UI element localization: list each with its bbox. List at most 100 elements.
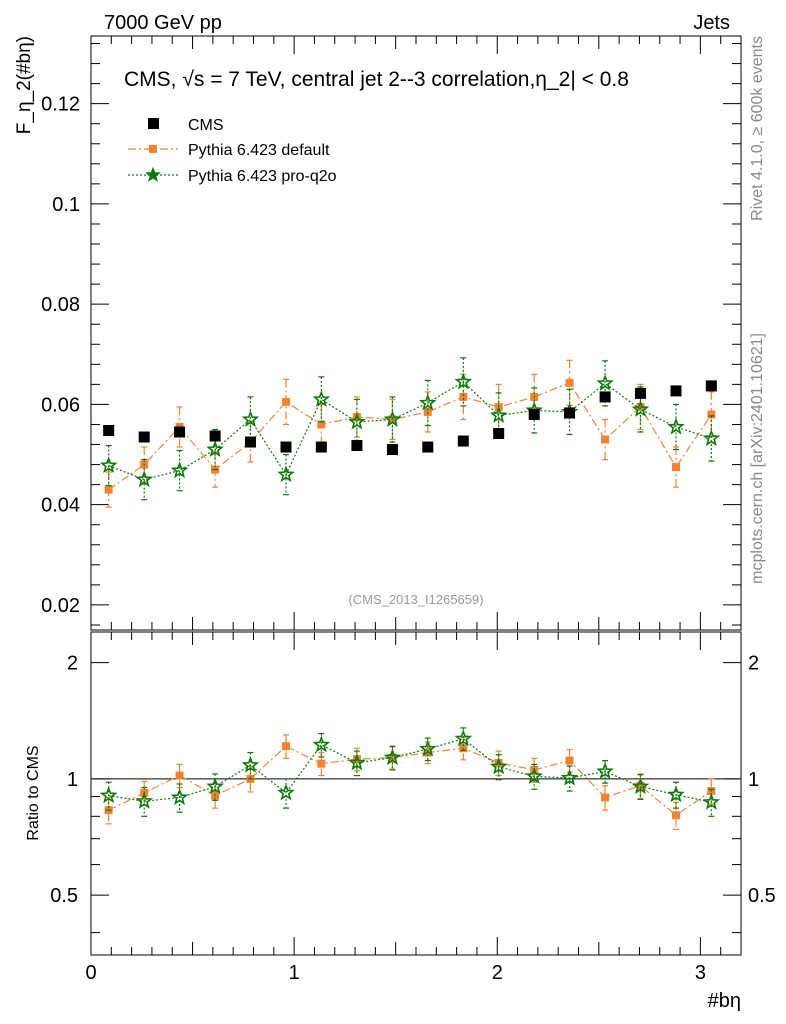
- ratio-default-point: [175, 771, 184, 780]
- ratio-proq2o-point: [702, 793, 721, 810]
- header-right: Jets: [693, 12, 730, 34]
- legend-cms-label: CMS: [188, 117, 224, 134]
- ratio-proq2o-point: [170, 788, 189, 805]
- ratio-default-point: [601, 793, 610, 802]
- main-proq2o-point: [241, 410, 260, 427]
- main-cms-point: [705, 380, 717, 392]
- ratio-proq2o-point: [135, 792, 153, 809]
- main-default-point: [672, 463, 680, 472]
- main-cms-point: [244, 436, 256, 448]
- main-proq2o-point: [99, 456, 118, 474]
- ratio-axis-ticks: [90, 632, 742, 955]
- legend-entry-cms: CMS: [148, 117, 224, 134]
- x-tick-label: 2: [492, 962, 503, 984]
- ratio-proq2o-point: [206, 777, 224, 795]
- legend-entry-proq2o: Pythia 6.423 pro-q2o: [128, 166, 337, 185]
- x-tick-label: 3: [695, 962, 706, 984]
- main-cms-point: [315, 441, 327, 453]
- ratio-proq2o-point: [99, 786, 118, 804]
- ratio-proq2o-point: [383, 748, 402, 766]
- ratio-proq2o-point: [560, 768, 579, 786]
- ratio-y-tick-label-right: 2: [748, 653, 759, 675]
- ratio-y-tick-label: 2: [67, 653, 78, 675]
- main-default-point: [423, 407, 432, 416]
- ratio-proq2o-point: [525, 767, 543, 784]
- main-cms-point: [103, 424, 115, 436]
- ratio-proq2o-point: [277, 783, 295, 801]
- ratio-default-point: [672, 811, 680, 820]
- ratio-default-point: [565, 756, 574, 765]
- main-title: CMS, √s = 7 TeV, central jet 2--3 correl…: [124, 68, 629, 91]
- main-default-point: [565, 378, 574, 387]
- rivet-label: Rivet 4.1.0, ≥ 600k events: [749, 36, 766, 221]
- header-left: 7000 GeV pp: [104, 12, 222, 34]
- y-tick-label: 0.02: [41, 595, 80, 617]
- main-cms-point: [386, 444, 398, 456]
- main-cms-point: [209, 430, 221, 442]
- main-default-point: [282, 397, 290, 406]
- legend: CMS Pythia 6.423 default Pythia 6.423 pr…: [128, 117, 337, 185]
- ratio-default-point: [317, 759, 326, 768]
- main-cms-point: [457, 435, 469, 447]
- y-tick-label: 0.06: [41, 394, 80, 416]
- main-cms-point: [634, 387, 646, 399]
- mcplots-label: mcplots.cern.ch [arXiv:2401.10621]: [749, 333, 766, 584]
- main-default-point: [317, 420, 326, 429]
- ratio-y-tick-label-right: 0.5: [748, 885, 776, 907]
- main-y-tick-labels: 0.02 0.04 0.06 0.08 0.1 0.12: [41, 94, 80, 617]
- x-tick-label: 1: [289, 962, 300, 984]
- main-proq2o-point: [383, 410, 402, 427]
- ratio-proq2o-point: [348, 753, 366, 771]
- ratio-proq2o-point: [667, 785, 685, 803]
- main-default-point: [707, 410, 716, 419]
- main-cms-point: [493, 428, 505, 440]
- main-proq2o-point: [454, 372, 473, 390]
- ratio-proq2o-point: [419, 739, 437, 757]
- main-cms-point: [599, 391, 611, 403]
- main-proq2o-point: [667, 417, 685, 435]
- main-series-layer: [99, 357, 721, 508]
- main-proq2o-point: [348, 412, 366, 430]
- ratio-y-axis-label: Ratio to CMS: [25, 745, 42, 840]
- main-default-point: [104, 485, 113, 494]
- main-proq2o-point: [312, 390, 331, 407]
- main-cms-point: [670, 385, 682, 397]
- ratio-proq2o-line: [108, 738, 712, 803]
- main-proq2o-point: [277, 465, 295, 483]
- main-default-point: [459, 392, 468, 401]
- main-axis-ticks: [90, 36, 742, 630]
- ratio-default-point: [388, 753, 397, 762]
- y-tick-label: 0.04: [41, 495, 80, 517]
- main-proq2o-point: [419, 393, 437, 411]
- legend-default-marker: [149, 145, 157, 153]
- ratio-y-tick-labels: 0.5 1 2: [50, 653, 78, 908]
- x-axis-label: #bη: [708, 990, 741, 1012]
- ratio-y-tick-label: 1: [67, 769, 78, 791]
- y-tick-label: 0.08: [41, 294, 80, 316]
- main-proq2o-point: [170, 461, 189, 479]
- ratio-proq2o-point: [312, 735, 331, 753]
- main-cms-point: [280, 441, 292, 453]
- ratio-proq2o-point: [596, 762, 614, 779]
- main-proq2o-point: [631, 400, 650, 417]
- y-tick-label: 0.12: [41, 94, 80, 116]
- x-tick-labels: 0 1 2 3: [85, 962, 706, 984]
- main-default-line: [108, 382, 712, 491]
- main-proq2o-line: [108, 381, 712, 481]
- ratio-proq2o-point: [454, 729, 473, 747]
- legend-proq2o-marker: [145, 166, 161, 182]
- ratio-proq2o-point: [489, 757, 508, 775]
- main-cms-point: [351, 440, 363, 452]
- main-y-axis-label: F_η_2(#bη): [14, 36, 35, 134]
- main-proq2o-point: [206, 440, 224, 458]
- main-proq2o-point: [702, 429, 721, 446]
- ratio-panel-frame: [90, 631, 742, 956]
- main-proq2o-point: [489, 406, 508, 423]
- main-cms-point: [564, 407, 576, 419]
- main-proq2o-point: [135, 470, 153, 488]
- ratio-y-tick-label: 0.5: [50, 885, 78, 907]
- legend-entry-default: Pythia 6.423 default: [128, 142, 330, 159]
- legend-proq2o-label: Pythia 6.423 pro-q2o: [188, 168, 337, 185]
- ratio-default-point: [282, 742, 290, 751]
- ratio-y-tick-labels-right: 0.5 1 2: [748, 653, 776, 908]
